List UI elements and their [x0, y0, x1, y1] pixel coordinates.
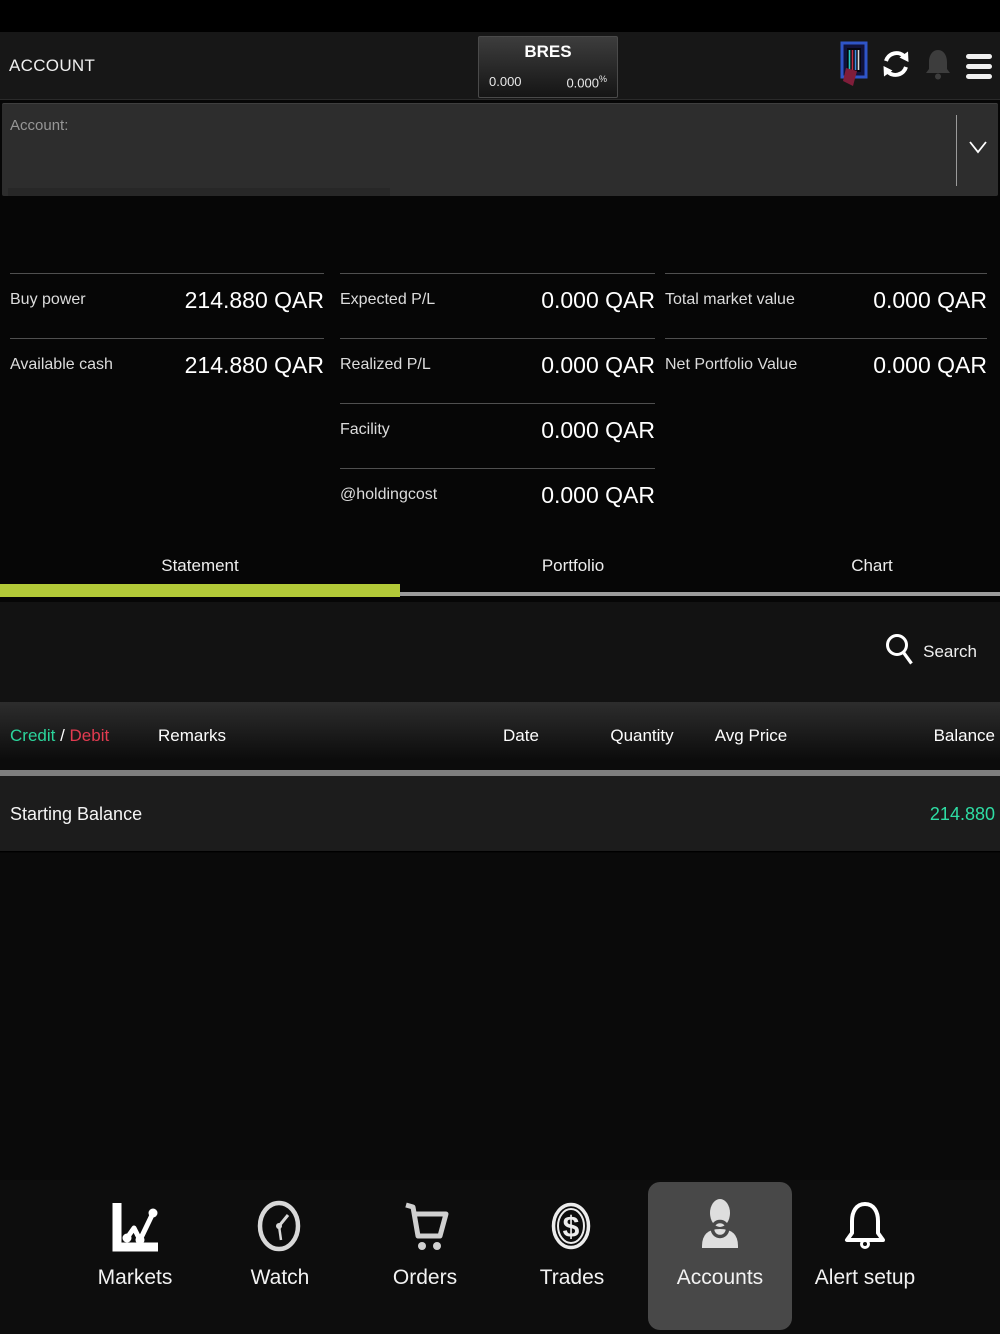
total-market-value-value: 0.000 QAR [873, 287, 987, 313]
nav-item-markets[interactable]: Markets [63, 1182, 207, 1330]
page-title: ACCOUNT [9, 56, 96, 75]
summary-row-available-cash: Available cash 214.880 QAR [10, 338, 324, 403]
summary-column-cash: Buy power 214.880 QAR Available cash 214… [10, 273, 324, 403]
available-cash-label: Available cash [10, 356, 113, 373]
net-portfolio-value-value: 0.000 QAR [873, 352, 987, 378]
accounts-person-icon [691, 1196, 749, 1258]
realized-pl-label: Realized P/L [340, 356, 431, 373]
ticker-widget[interactable]: BRES 0.000 0.000% [478, 36, 618, 98]
empty-content-area [0, 853, 1000, 1180]
facility-value: 0.000 QAR [541, 417, 655, 443]
summary-row-total-market-value: Total market value 0.000 QAR [665, 273, 987, 338]
nav-item-alert-setup[interactable]: Alert setup [793, 1182, 937, 1330]
holding-cost-value: 0.000 QAR [541, 482, 655, 508]
search-label: Search [923, 641, 977, 661]
nav-label-trades: Trades [539, 1266, 605, 1289]
column-quantity: Quantity [610, 726, 674, 745]
notification-bell-icon[interactable] [923, 47, 953, 86]
buy-power-value: 214.880 QAR [184, 287, 324, 313]
expected-pl-value: 0.000 QAR [541, 287, 655, 313]
realized-pl-value: 0.000 QAR [541, 352, 655, 378]
status-bar [0, 0, 1000, 32]
summary-row-holding-cost: @holdingcost 0.000 QAR [340, 468, 655, 533]
nav-item-watch[interactable]: Watch [208, 1182, 352, 1330]
row-balance-value: 214.880 [929, 804, 995, 824]
search-section: Search [0, 602, 1000, 702]
net-portfolio-value-label: Net Portfolio Value [665, 356, 798, 373]
bottom-navigation: Markets Watch Orders [0, 1180, 1000, 1334]
tab-statement[interactable]: Statement [161, 556, 239, 575]
active-tab-indicator [0, 584, 400, 597]
summary-row-realized-pl: Realized P/L 0.000 QAR [340, 338, 655, 403]
ticker-symbol: BRES [524, 42, 572, 61]
header-bar: ACCOUNT BRES 0.000 0.000% [0, 32, 1000, 100]
markets-chart-icon [106, 1196, 164, 1258]
available-cash-value: 214.880 QAR [184, 352, 324, 378]
holding-cost-label: @holdingcost [340, 486, 438, 503]
summary-column-pl: Expected P/L 0.000 QAR Realized P/L 0.00… [340, 273, 655, 533]
column-avg-price: Avg Price [714, 726, 788, 745]
watch-clock-icon [251, 1196, 309, 1258]
summary-column-portfolio: Total market value 0.000 QAR Net Portfol… [665, 273, 987, 403]
total-market-value-label: Total market value [665, 291, 795, 308]
summary-row-facility: Facility 0.000 QAR [340, 403, 655, 468]
nav-item-trades[interactable]: $ Trades [500, 1182, 644, 1330]
search-button[interactable]: Search [885, 632, 977, 671]
nav-label-accounts: Accounts [676, 1266, 764, 1289]
nav-label-markets: Markets [97, 1266, 173, 1289]
nav-label-watch: Watch [250, 1266, 310, 1289]
app-logo-icon[interactable] [839, 41, 869, 92]
summary-row-expected-pl: Expected P/L 0.000 QAR [340, 273, 655, 338]
table-row[interactable]: Starting Balance 214.880 [0, 776, 1000, 852]
nav-label-alert-setup: Alert setup [814, 1266, 916, 1289]
ticker-change-percent: 0.000% [566, 73, 607, 90]
column-credit-debit: Credit / Debit [10, 726, 110, 745]
facility-label: Facility [340, 421, 390, 438]
tab-underline [400, 592, 1000, 596]
account-select-shadow [8, 188, 390, 196]
chevron-down-icon[interactable] [968, 140, 988, 154]
nav-item-accounts[interactable]: Accounts [648, 1182, 792, 1330]
menu-icon[interactable] [964, 50, 994, 83]
summary-row-net-portfolio-value: Net Portfolio Value 0.000 QAR [665, 338, 987, 403]
account-select[interactable]: Account: [2, 103, 998, 196]
trades-coin-icon: $ [543, 1196, 601, 1258]
column-remarks: Remarks [158, 726, 227, 745]
table-divider [0, 770, 1000, 776]
statement-table-header: Credit / Debit Remarks Date Quantity Avg… [0, 702, 1000, 770]
header-icons [839, 32, 994, 100]
buy-power-label: Buy power [10, 291, 86, 308]
statement-tabs: Statement Portfolio Chart [0, 550, 1000, 598]
summary-row-buy-power: Buy power 214.880 QAR [10, 273, 324, 338]
select-divider [956, 115, 957, 186]
orders-cart-icon [396, 1196, 454, 1258]
nav-item-orders[interactable]: Orders [353, 1182, 497, 1330]
ticker-values: 0.000 0.000% [489, 74, 607, 90]
ticker-change: 0.000 [489, 73, 522, 89]
nav-label-orders: Orders [392, 1266, 458, 1289]
column-balance: Balance [933, 726, 995, 745]
row-description: Starting Balance [10, 804, 143, 824]
column-date: Date [503, 726, 539, 745]
tab-portfolio[interactable]: Portfolio [541, 556, 605, 575]
expected-pl-label: Expected P/L [340, 291, 436, 308]
account-select-label: Account: [10, 117, 69, 134]
tab-chart[interactable]: Chart [851, 556, 893, 575]
svg-text:$: $ [563, 1211, 580, 1244]
refresh-icon[interactable] [880, 48, 912, 85]
search-icon [885, 632, 915, 671]
alert-bell-icon [836, 1196, 894, 1258]
